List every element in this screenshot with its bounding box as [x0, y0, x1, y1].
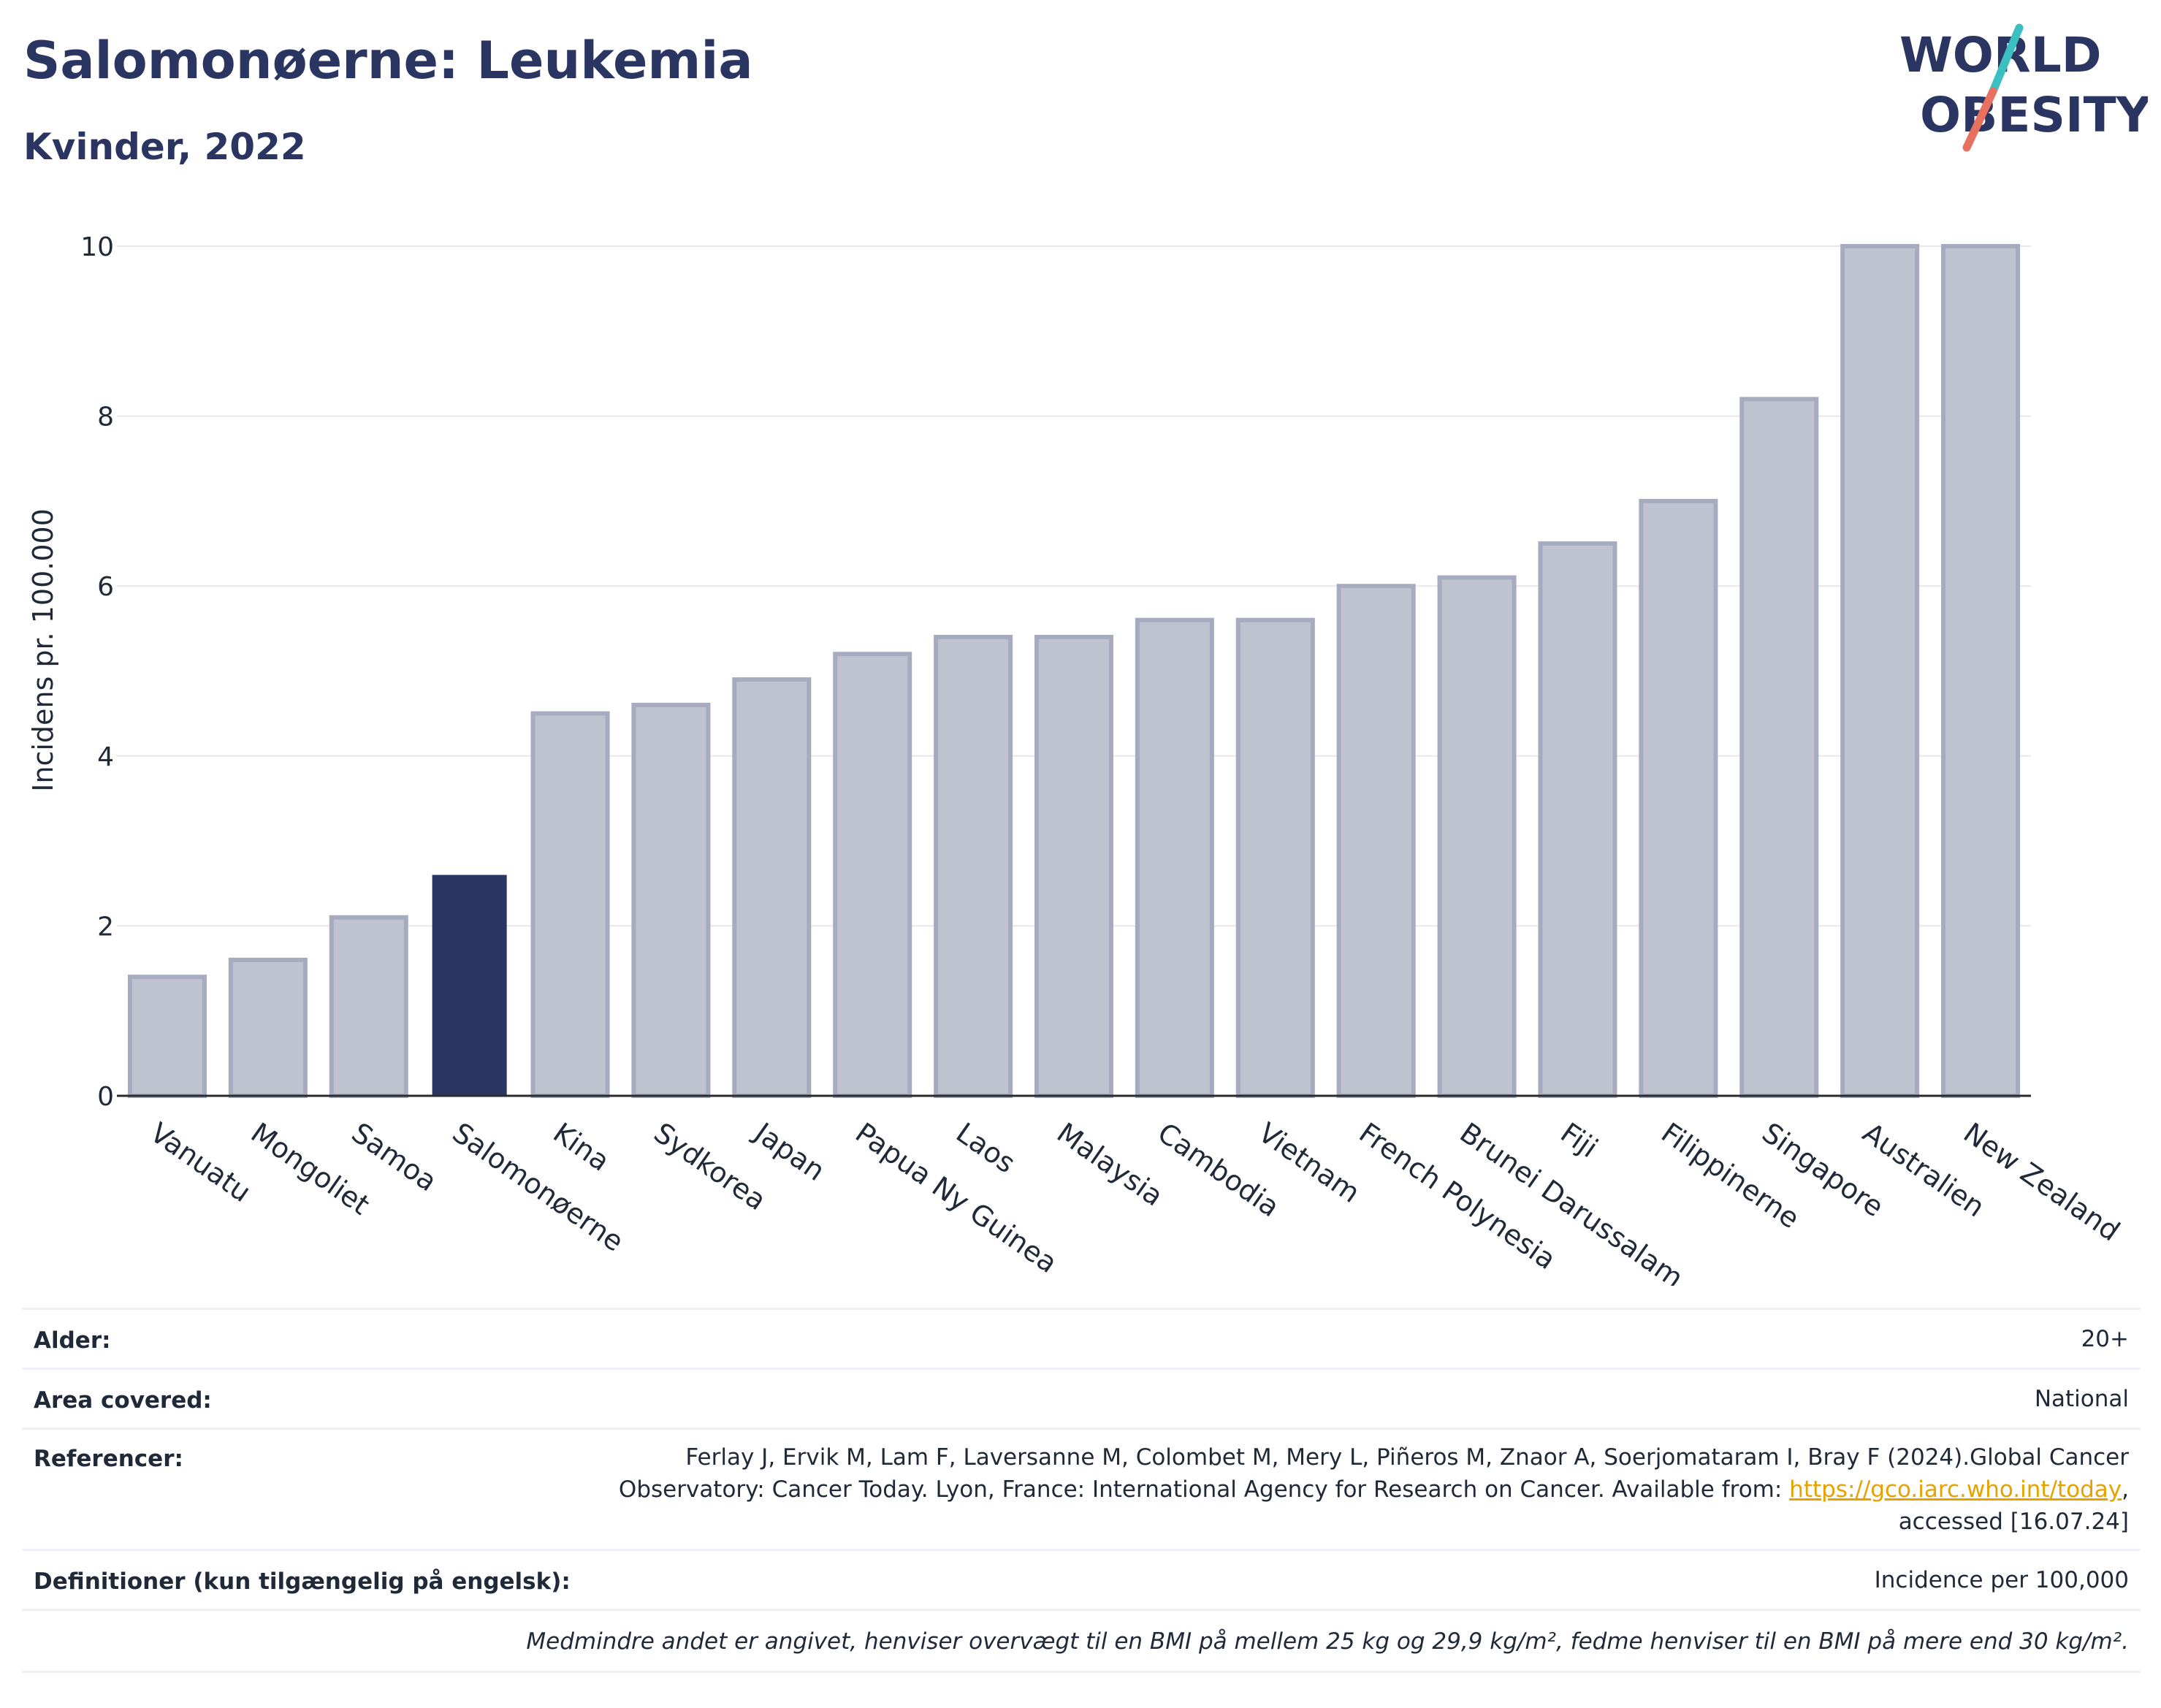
y-tick-label: 2: [97, 912, 114, 942]
world-obesity-logo: WORLD OBESITY: [1899, 23, 2148, 152]
x-tick-label: Vanuatu: [145, 1116, 257, 1208]
x-tick-label: Fiji: [1555, 1116, 1604, 1164]
page-subtitle: Kvinder, 2022: [23, 126, 306, 168]
bar-mongoliet[interactable]: [228, 957, 308, 1099]
bar-sydkorea[interactable]: [631, 703, 711, 1098]
info-row-area: Area covered: National: [22, 1368, 2141, 1430]
bar-vanuatu[interactable]: [127, 975, 207, 1099]
references-label: Referencer:: [34, 1446, 183, 1472]
page-title: Salomonøerne: Leukemia: [23, 31, 753, 91]
references-line2-text: Observatory: Cancer Today. Lyon, France:…: [618, 1476, 1790, 1503]
references-line1: Ferlay J, Ervik M, Lam F, Laversanne M, …: [685, 1444, 2129, 1471]
bar-samoa[interactable]: [329, 915, 408, 1099]
references-text: Ferlay J, Ervik M, Lam F, Laversanne M, …: [619, 1441, 2129, 1538]
references-link[interactable]: https://gco.iarc.who.int/today: [1789, 1476, 2122, 1503]
bar-papua-ny-guinea[interactable]: [833, 652, 912, 1098]
info-row-note: Medmindre andet er angivet, henviser ove…: [22, 1609, 2141, 1673]
info-row-definitions: Definitioner (kun tilgængelig på engelsk…: [22, 1549, 2141, 1611]
bar-cambodia[interactable]: [1135, 617, 1214, 1098]
bar-australien[interactable]: [1840, 244, 1920, 1098]
info-row-age: Alder: 20+: [22, 1308, 2141, 1370]
y-tick-label: 0: [97, 1082, 114, 1112]
bar-new-zealand[interactable]: [1941, 244, 2021, 1098]
y-tick-label: 4: [97, 742, 114, 772]
x-tick-label: Salomonøerne: [446, 1116, 629, 1258]
logo-slash-bottom: [1962, 87, 1997, 152]
area-label: Area covered:: [34, 1387, 212, 1414]
bar-salomonøerne[interactable]: [432, 874, 507, 1096]
references-line2: Observatory: Cancer Today. Lyon, France:…: [619, 1473, 2129, 1506]
x-tick-label: Kina: [547, 1116, 615, 1178]
y-axis-title: Incidens pr. 100.000: [27, 508, 59, 792]
info-row-references: Referencer: Ferlay J, Ervik M, Lam F, La…: [22, 1427, 2141, 1551]
references-line2-end: ,: [2122, 1476, 2129, 1503]
x-tick-label: Sydkorea: [648, 1116, 771, 1216]
x-tick-label: New Zealand: [1958, 1116, 2126, 1247]
y-tick-label: 8: [97, 403, 114, 432]
age-value: 20+: [2081, 1326, 2129, 1352]
y-tick-label: 6: [97, 572, 114, 602]
definitions-value: Incidence per 100,000: [1874, 1567, 2129, 1593]
age-label: Alder:: [34, 1327, 111, 1354]
bar-vietnam[interactable]: [1235, 617, 1315, 1098]
logo-slash-top: [1989, 23, 2024, 96]
y-tick-label: 10: [80, 232, 114, 262]
bar-japan[interactable]: [732, 677, 812, 1098]
x-tick-label: Laos: [950, 1116, 1021, 1179]
x-tick-label: Japan: [747, 1116, 831, 1187]
bar-kina[interactable]: [530, 711, 610, 1098]
bar-laos[interactable]: [934, 634, 1013, 1098]
bar-french-polynesia[interactable]: [1336, 584, 1416, 1098]
definitions-label: Definitioner (kun tilgængelig på engelsk…: [34, 1568, 571, 1595]
bar-malaysia[interactable]: [1034, 634, 1114, 1098]
bar-filippinerne[interactable]: [1639, 498, 1718, 1098]
bar-fiji[interactable]: [1538, 541, 1617, 1098]
bar-brunei-darussalam[interactable]: [1437, 575, 1517, 1098]
area-value: National: [2034, 1386, 2129, 1412]
references-line3: accessed [16.07.24]: [1898, 1509, 2129, 1535]
x-tick-label: Malaysia: [1051, 1116, 1169, 1212]
bmi-note: Medmindre andet er angivet, henviser ove…: [526, 1628, 2129, 1655]
logo-line2: OBESITY: [1920, 87, 2148, 143]
bar-singapore[interactable]: [1739, 397, 1819, 1098]
